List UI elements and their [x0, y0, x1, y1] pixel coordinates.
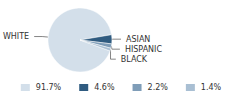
svg-text:4.6%: 4.6%	[94, 83, 115, 92]
svg-text:91.7%: 91.7%	[36, 83, 62, 92]
svg-text:1.4%: 1.4%	[201, 83, 222, 92]
svg-text:2.2%: 2.2%	[148, 83, 169, 92]
svg-text:ASIAN: ASIAN	[126, 35, 150, 44]
svg-text:WHITE: WHITE	[3, 32, 29, 41]
svg-text:BLACK: BLACK	[121, 55, 148, 64]
svg-text:HISPANIC: HISPANIC	[125, 45, 163, 54]
